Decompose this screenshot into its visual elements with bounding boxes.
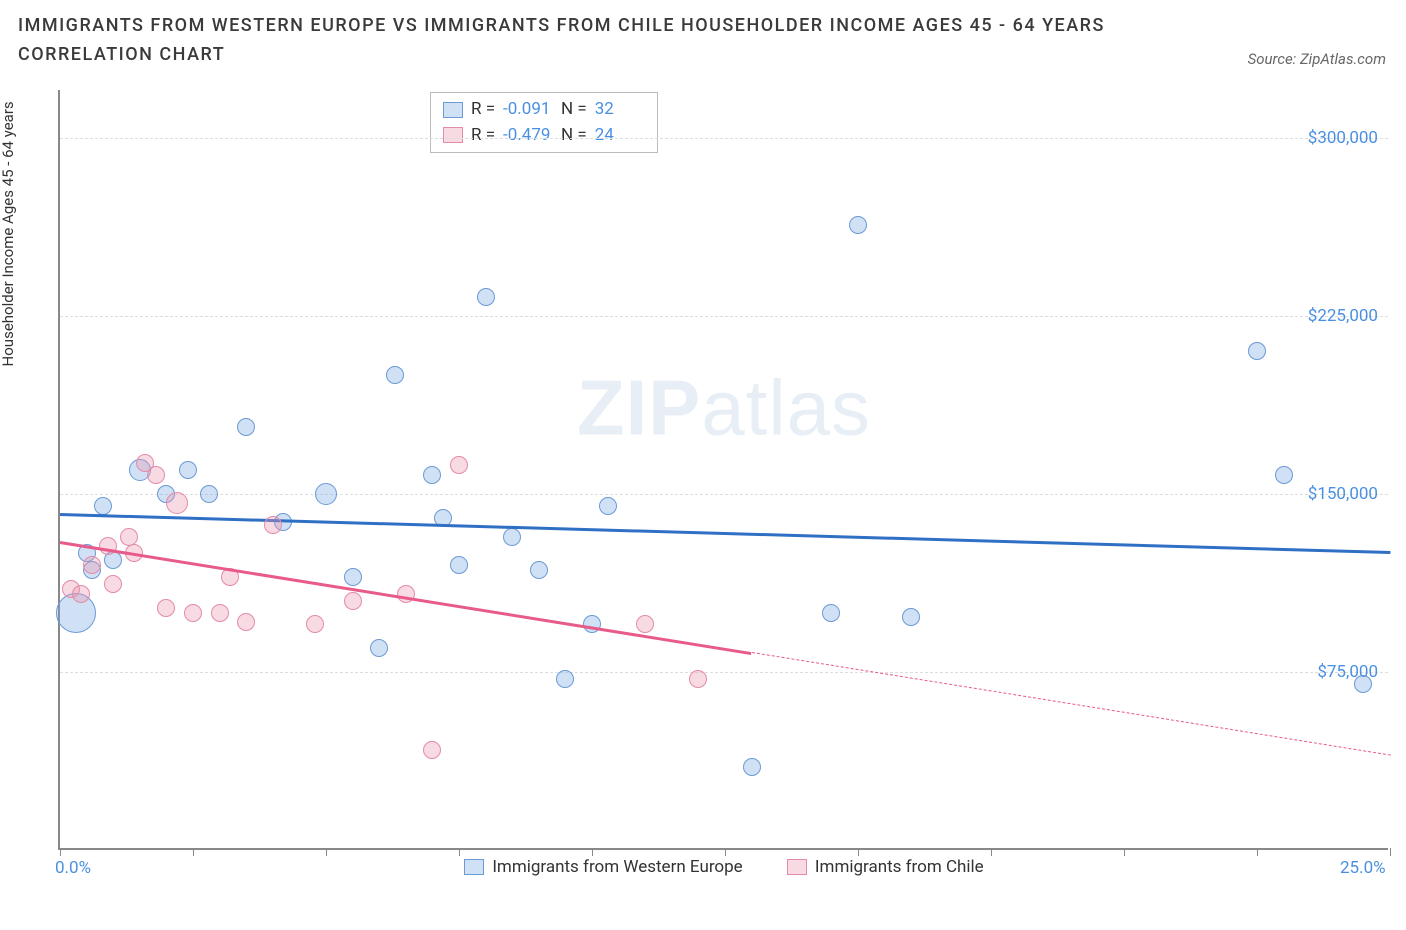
- x-tick: [459, 848, 460, 856]
- swatch-chile: [443, 127, 463, 143]
- gridline: [60, 672, 1388, 673]
- data-point: [120, 528, 138, 546]
- x-tick: [326, 848, 327, 856]
- data-point: [423, 741, 441, 759]
- x-tick: [858, 848, 859, 856]
- data-point: [237, 613, 255, 631]
- x-tick: [725, 848, 726, 856]
- y-tick-label: $150,000: [1308, 484, 1378, 504]
- source-label: Source: ZipAtlas.com: [1248, 50, 1386, 68]
- x-axis-label: 0.0%: [55, 858, 91, 878]
- x-tick: [1257, 848, 1258, 856]
- trend-line: [752, 652, 1391, 756]
- data-point: [157, 599, 175, 617]
- n-value-1: 24: [595, 123, 645, 149]
- data-point: [1275, 466, 1293, 484]
- data-point: [503, 528, 521, 546]
- x-tick: [1124, 848, 1125, 856]
- data-point: [184, 604, 202, 622]
- swatch-western-europe: [443, 102, 463, 118]
- r-label: R =: [471, 97, 495, 123]
- data-point: [450, 556, 468, 574]
- legend-item-1: Immigrants from Chile: [787, 857, 984, 877]
- data-point: [264, 516, 282, 534]
- gridline: [60, 138, 1388, 139]
- legend-label-0: Immigrants from Western Europe: [492, 857, 742, 877]
- data-point: [583, 615, 601, 633]
- data-point: [743, 758, 761, 776]
- bottom-legend: Immigrants from Western Europe Immigrant…: [60, 857, 1388, 880]
- data-point: [200, 485, 218, 503]
- data-point: [1248, 342, 1266, 360]
- data-point: [386, 366, 404, 384]
- x-tick: [60, 848, 61, 856]
- chart-container: Householder Income Ages 45 - 64 years ZI…: [18, 90, 1388, 890]
- y-tick-label: $225,000: [1308, 306, 1378, 326]
- n-value-0: 32: [595, 97, 645, 123]
- data-point: [689, 670, 707, 688]
- y-axis-label: Householder Income Ages 45 - 64 years: [0, 101, 17, 366]
- r-value-1: -0.479: [503, 123, 553, 149]
- data-point: [599, 497, 617, 515]
- data-point: [344, 568, 362, 586]
- r-label: R =: [471, 123, 495, 149]
- n-label: N =: [561, 97, 587, 123]
- y-tick-label: $300,000: [1308, 128, 1378, 148]
- data-point: [306, 615, 324, 633]
- data-point: [104, 575, 122, 593]
- x-tick: [592, 848, 593, 856]
- x-tick: [1390, 848, 1391, 856]
- gridline: [60, 494, 1388, 495]
- plot-area: ZIPatlas R = -0.091 N = 32 R = -0.479 N …: [58, 90, 1388, 850]
- x-tick: [193, 848, 194, 856]
- r-value-0: -0.091: [503, 97, 553, 123]
- data-point: [94, 497, 112, 515]
- stats-box: R = -0.091 N = 32 R = -0.479 N = 24: [430, 92, 658, 153]
- data-point: [556, 670, 574, 688]
- legend-swatch-chile: [787, 859, 807, 875]
- gridline: [60, 316, 1388, 317]
- x-axis-label: 25.0%: [1340, 858, 1386, 878]
- data-point: [315, 483, 337, 505]
- data-point: [636, 615, 654, 633]
- data-point: [477, 288, 495, 306]
- data-point: [370, 639, 388, 657]
- data-point: [166, 492, 188, 514]
- stats-row-1: R = -0.479 N = 24: [443, 123, 645, 149]
- data-point: [344, 592, 362, 610]
- data-point: [822, 604, 840, 622]
- x-tick: [991, 848, 992, 856]
- trend-line: [60, 513, 1390, 553]
- data-point: [179, 461, 197, 479]
- data-point: [423, 466, 441, 484]
- n-label: N =: [561, 123, 587, 149]
- data-point: [530, 561, 548, 579]
- stats-row-0: R = -0.091 N = 32: [443, 97, 645, 123]
- legend-label-1: Immigrants from Chile: [815, 857, 984, 877]
- data-point: [211, 604, 229, 622]
- data-point: [849, 216, 867, 234]
- watermark: ZIPatlas: [577, 363, 871, 454]
- data-point: [1354, 675, 1372, 693]
- data-point: [902, 608, 920, 626]
- data-point: [147, 466, 165, 484]
- legend-swatch-western-europe: [464, 859, 484, 875]
- legend-item-0: Immigrants from Western Europe: [464, 857, 742, 877]
- chart-title: IMMIGRANTS FROM WESTERN EUROPE VS IMMIGR…: [18, 12, 1118, 70]
- data-point: [83, 556, 101, 574]
- data-point: [450, 456, 468, 474]
- data-point: [237, 418, 255, 436]
- data-point: [72, 585, 90, 603]
